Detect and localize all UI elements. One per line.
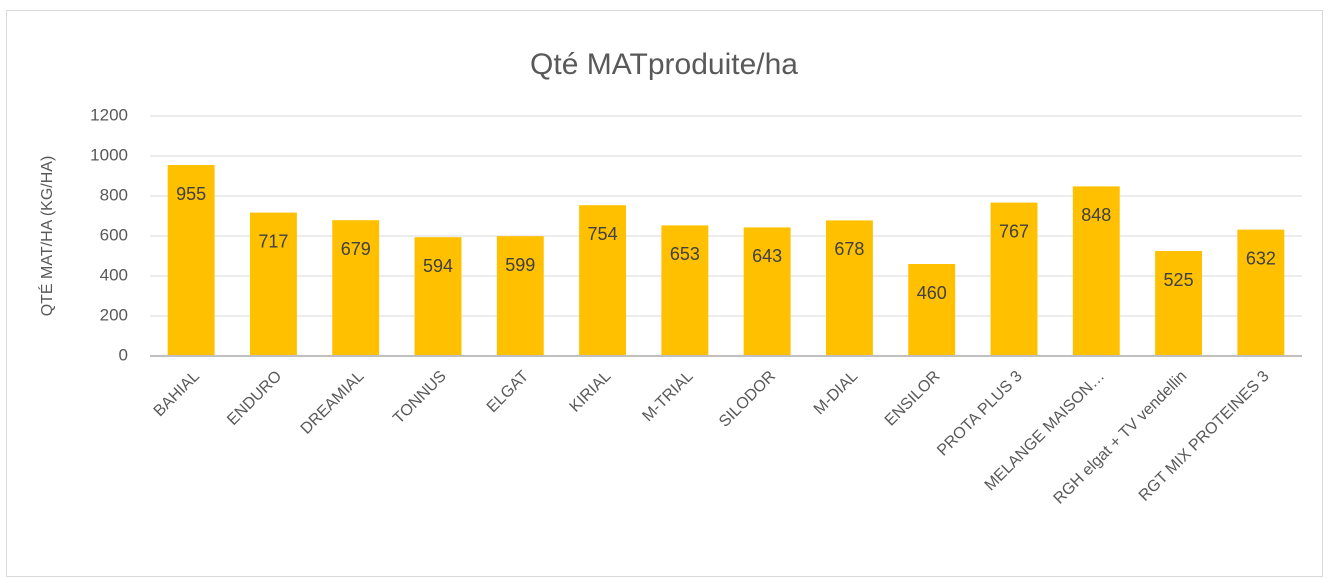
bar <box>661 225 709 356</box>
y-tick-label: 400 <box>100 265 128 284</box>
bar <box>1155 251 1203 356</box>
data-label: 632 <box>1246 248 1276 268</box>
chart-title: Qté MATproduite/ha <box>530 48 798 81</box>
data-label: 679 <box>341 239 371 259</box>
data-label: 848 <box>1081 205 1111 225</box>
bar <box>414 237 462 356</box>
y-tick-label: 800 <box>100 185 128 204</box>
bar <box>332 220 380 356</box>
bar <box>743 227 791 356</box>
data-label: 717 <box>258 231 288 251</box>
data-label: 525 <box>1164 270 1194 290</box>
data-label: 955 <box>176 184 206 204</box>
data-label: 460 <box>917 283 947 303</box>
y-tick-label: 1200 <box>90 105 128 124</box>
y-tick-label: 600 <box>100 225 128 244</box>
bar <box>1237 229 1285 356</box>
bar <box>496 236 544 356</box>
bar <box>825 220 873 356</box>
bar <box>1072 186 1120 356</box>
y-tick-label: 0 <box>119 345 128 364</box>
data-label: 594 <box>423 256 453 276</box>
data-label: 678 <box>834 239 864 259</box>
data-label: 767 <box>999 221 1029 241</box>
data-label: 653 <box>670 244 700 264</box>
y-tick-label: 1000 <box>90 145 128 164</box>
bar <box>249 212 297 356</box>
bar <box>167 165 215 356</box>
data-label: 754 <box>588 224 618 244</box>
y-tick-label: 200 <box>100 305 128 324</box>
y-axis-label: QTÉ MAT/HA (KG/HA) <box>37 156 56 317</box>
bar <box>990 202 1038 356</box>
bar <box>908 264 956 356</box>
bar <box>579 205 627 356</box>
data-label: 643 <box>752 246 782 266</box>
data-label: 599 <box>505 255 535 275</box>
